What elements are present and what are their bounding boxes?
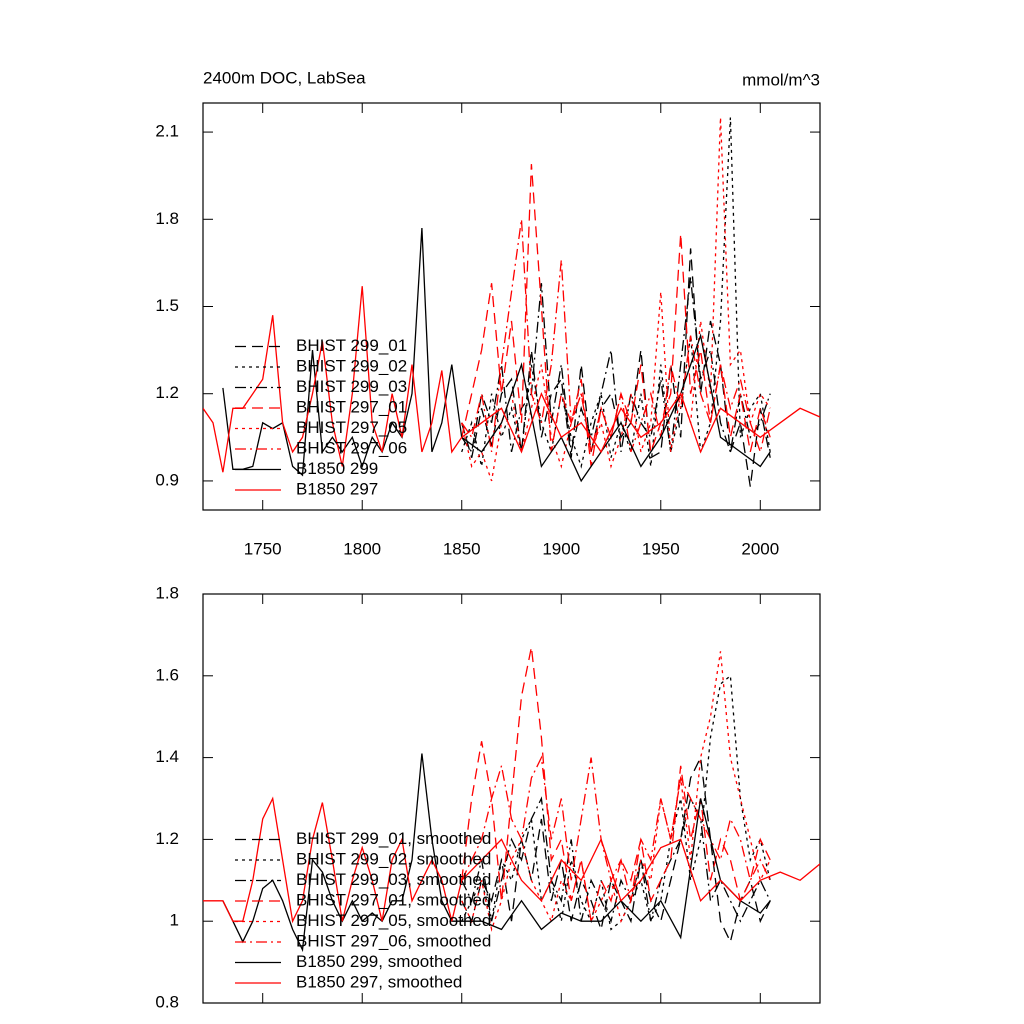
series-line (222, 753, 771, 953)
series-line (461, 755, 771, 901)
legend-label: BHIST 299_02, smoothed (296, 849, 491, 868)
y-tick-label: 0.8 (155, 992, 179, 1011)
x-tick-label: 1800 (343, 539, 381, 558)
panel-units: mmol/m^3 (742, 70, 820, 89)
legend-label: BHIST 299_01 (296, 336, 407, 355)
y-tick-label: 0.9 (155, 470, 179, 489)
legend-label: BHIST 297_05, smoothed (296, 911, 491, 930)
series-line (461, 117, 771, 482)
series-line (461, 755, 771, 944)
y-tick-label: 1.5 (155, 296, 179, 315)
series-line (461, 277, 771, 454)
series-line (461, 219, 771, 455)
legend-label: BHIST 299_01, smoothed (296, 829, 491, 848)
legend-label: BHIST 299_03, smoothed (296, 870, 491, 889)
y-tick-label: 1.6 (155, 665, 179, 684)
legend-label: BHIST 299_03 (296, 377, 407, 396)
legend-label: BHIST 297_01 (296, 397, 407, 416)
y-tick-label: 1.8 (155, 209, 179, 228)
series-line (461, 164, 771, 467)
plot-frame (202, 593, 821, 1004)
y-tick-label: 1.2 (155, 829, 179, 848)
series-line (461, 117, 771, 469)
series-line (461, 248, 771, 487)
legend-label: BHIST 297_06 (296, 438, 407, 457)
legend-label: BHIST 297_06, smoothed (296, 931, 491, 950)
legend-label: BHIST 297_01, smoothed (296, 890, 491, 909)
y-tick-label: 1 (170, 911, 179, 930)
y-tick-label: 1.8 (155, 583, 179, 602)
series-line (203, 796, 820, 924)
x-tick-label: 1900 (542, 539, 580, 558)
legend-label: B1850 299 (296, 459, 378, 478)
y-tick-label: 1.4 (155, 747, 179, 766)
y-tick-label: 2.1 (155, 122, 179, 141)
series-line (222, 227, 771, 483)
series-line (461, 651, 771, 932)
series-line (461, 647, 771, 922)
panel-title: 2400m DOC, LabSea (203, 68, 366, 87)
legend-label: BHIST 297_05 (296, 418, 407, 437)
x-tick-label: 2000 (741, 539, 779, 558)
series-line (203, 286, 820, 473)
x-tick-label: 1750 (244, 539, 282, 558)
legend-label: B1850 297, smoothed (296, 972, 462, 991)
legend-label: B1850 297 (296, 479, 378, 498)
x-tick-label: 1850 (443, 539, 481, 558)
x-tick-label: 1950 (642, 539, 680, 558)
legend-label: BHIST 299_02 (296, 356, 407, 375)
series-line (461, 674, 771, 931)
y-tick-label: 1.2 (155, 383, 179, 402)
legend-label: B1850 299, smoothed (296, 952, 462, 971)
